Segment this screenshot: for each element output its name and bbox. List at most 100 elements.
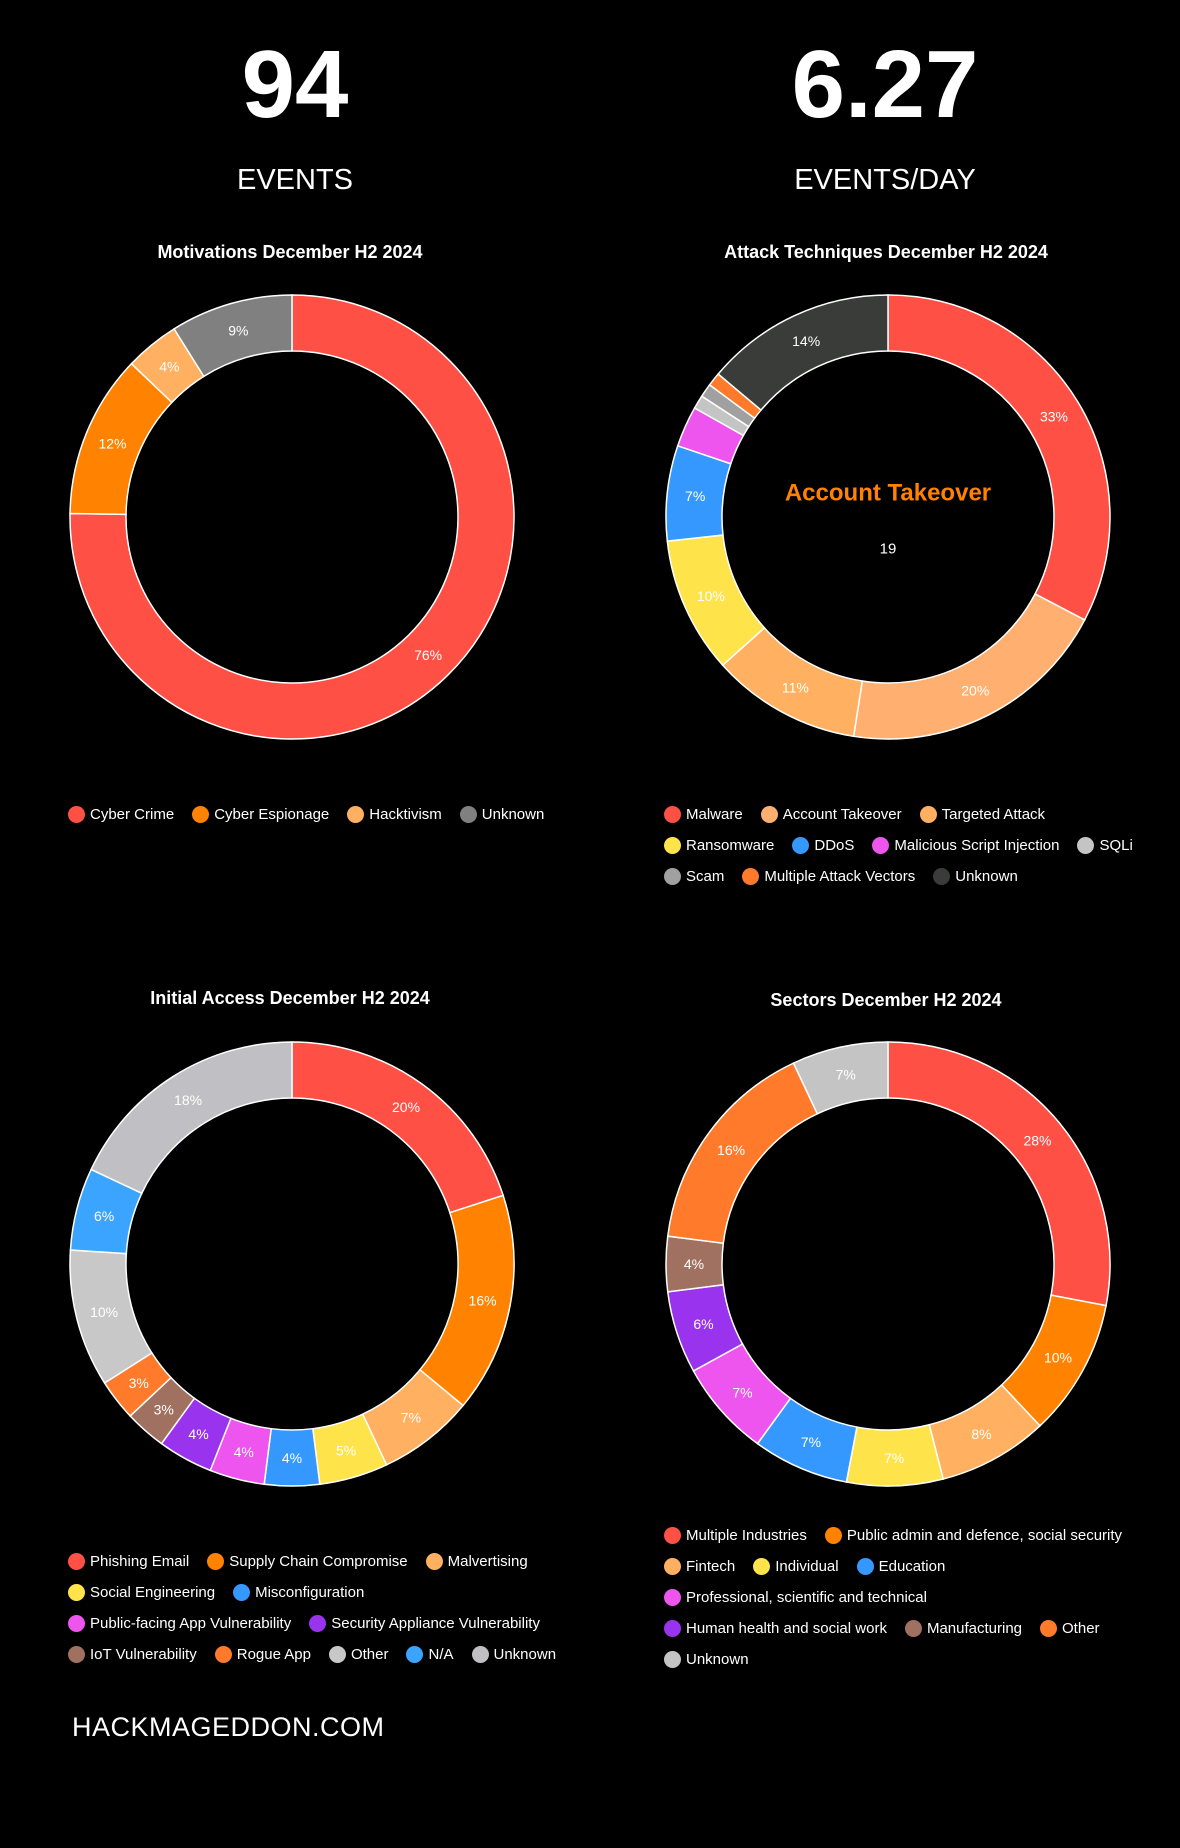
legend-item-multiple-industries[interactable]: Multiple Industries	[664, 1525, 807, 1546]
legend-item-cyber-crime[interactable]: Cyber Crime	[68, 804, 174, 825]
legend-label: Account Takeover	[782, 806, 902, 823]
slice-label-iot-vulnerability: 3%	[154, 1402, 174, 1418]
slice-label-social-engineering: 5%	[336, 1442, 356, 1458]
slice-label-manufacturing: 4%	[684, 1256, 704, 1272]
legend-item-targeted-attack[interactable]: Targeted Attack	[919, 804, 1045, 825]
legend-item-rogue-app[interactable]: Rogue App	[214, 1644, 311, 1665]
sectors-panel: Sectors December H2 2024 28% 10% 8% 7% 7% 7% 6…	[596, 988, 1180, 1848]
legend-label: Unknown	[481, 806, 545, 823]
legend-item-other[interactable]: Other	[328, 1644, 389, 1665]
events-stat: 94 EVENTS	[0, 30, 590, 197]
legend-label: SQLi	[1099, 837, 1133, 854]
legend-label: Education	[878, 1558, 946, 1575]
attack-techniques-donut-chart: 33% 20% 11% 10% 7% 14% Account Takeover 19	[665, 294, 1111, 740]
slice-malware[interactable]	[887, 294, 1111, 621]
legend-swatch	[824, 1527, 842, 1544]
legend-swatch	[68, 806, 85, 823]
legend-label: Malvertising	[447, 1553, 528, 1570]
legend-item-account-takeover[interactable]: Account Takeover	[760, 804, 902, 825]
legend-label: Misconfiguration	[255, 1584, 365, 1601]
legend-item-unknown[interactable]: Unknown	[459, 804, 545, 825]
slice-unknown[interactable]	[792, 1041, 889, 1115]
legend-label: Other	[350, 1646, 389, 1663]
legend-item-ddos[interactable]: DDoS	[792, 835, 854, 856]
legend-label: Ransomware	[686, 837, 775, 854]
legend-item-unknown[interactable]: Unknown	[664, 1649, 749, 1670]
slice-account-takeover[interactable]	[852, 592, 1086, 740]
legend-item-multiple-attack-vectors[interactable]: Multiple Attack Vectors	[742, 866, 915, 887]
legend-item-security-appliance-vulnerability[interactable]: Security Appliance Vulnerability	[309, 1613, 540, 1634]
legend-item-sqli[interactable]: SQLi	[1077, 835, 1133, 856]
slice-label-individual: 7%	[884, 1450, 904, 1466]
legend-label: N/A	[428, 1646, 454, 1663]
legend-item-individual[interactable]: Individual	[753, 1556, 839, 1577]
legend-item-unknown[interactable]: Unknown	[471, 1644, 556, 1665]
legend-swatch	[328, 1646, 346, 1663]
legend-swatch	[309, 1615, 327, 1632]
legend-swatch	[664, 1527, 681, 1544]
slice-label-account-takeover: 20%	[961, 682, 989, 698]
center-label: Account Takeover	[785, 480, 991, 507]
legend-swatch	[664, 1620, 681, 1637]
legend-item-cyber-espionage[interactable]: Cyber Espionage	[192, 804, 329, 825]
legend-swatch	[753, 1558, 771, 1575]
legend-item-unknown[interactable]: Unknown	[933, 866, 1018, 887]
legend-label: Hacktivism	[369, 806, 442, 823]
slice-unknown[interactable]	[717, 294, 889, 412]
initial-access-panel: Initial Access December H2 2024 20% 16% 7%…	[0, 988, 590, 1848]
legend-label: Unknown	[686, 1651, 749, 1668]
initial-access-donut-chart: 20% 16% 7% 5% 4% 4% 4% 3% 3% 10% 6% 18%	[69, 1041, 515, 1487]
legend-item-public-facing-app-vulnerability[interactable]: Public-facing App Vulnerability	[68, 1613, 291, 1634]
legend-item-malvertising[interactable]: Malvertising	[425, 1551, 528, 1572]
slice-phishing-email[interactable]	[291, 1041, 505, 1214]
legend-label: Malware	[686, 806, 743, 823]
legend-swatch	[664, 1589, 681, 1606]
center-value: 19	[880, 541, 897, 558]
legend-item-professional-scientific-and-technical[interactable]: Professional, scientific and technical	[664, 1587, 927, 1608]
legend-item-manufacturing[interactable]: Manufacturing	[904, 1618, 1023, 1639]
legend-item-phishing-email[interactable]: Phishing Email	[68, 1551, 189, 1572]
sectors-donut-chart: 28% 10% 8% 7% 7% 7% 6% 4% 16% 7%	[665, 1041, 1111, 1487]
watermark: HACKMAGEDDON.COM	[72, 1712, 385, 1742]
legend-item-malicious-script-injection[interactable]: Malicious Script Injection	[872, 835, 1059, 856]
legend-item-iot-vulnerability[interactable]: IoT Vulnerability	[68, 1644, 197, 1665]
slice-label-multiple-industries: 28%	[1023, 1132, 1051, 1148]
legend-swatch	[214, 1646, 232, 1663]
legend-swatch	[664, 837, 681, 854]
slice-supply-chain-compromise[interactable]	[418, 1194, 515, 1407]
legend-item-public-admin-and-defence-social-security[interactable]: Public admin and defence, social securit…	[824, 1525, 1122, 1546]
slice-unknown[interactable]	[173, 294, 293, 378]
legend-item-hacktivism[interactable]: Hacktivism	[347, 804, 442, 825]
slice-multiple-industries[interactable]	[887, 1041, 1111, 1307]
legend-label: Scam	[686, 868, 725, 885]
legend-swatch	[233, 1584, 251, 1601]
legend-item-human-health-and-social-work[interactable]: Human health and social work	[664, 1618, 887, 1639]
legend-swatch	[471, 1646, 489, 1663]
motivations-legend: Cyber Crime Cyber Espionage Hacktivism Unkn…	[68, 804, 568, 825]
slice-label-education: 7%	[801, 1434, 821, 1450]
legend-swatch	[68, 1646, 85, 1663]
legend-swatch	[347, 806, 365, 823]
legend-label: Manufacturing	[926, 1620, 1023, 1637]
legend-item-fintech[interactable]: Fintech	[664, 1556, 735, 1577]
legend-label: Multiple Industries	[686, 1527, 807, 1544]
legend-swatch	[919, 806, 937, 823]
legend-item-education[interactable]: Education	[856, 1556, 946, 1577]
legend-item-social-engineering[interactable]: Social Engineering	[68, 1582, 215, 1603]
legend-item-n-a[interactable]: N/A	[406, 1644, 454, 1665]
slice-unknown[interactable]	[90, 1041, 293, 1195]
legend-label: Individual	[775, 1558, 839, 1575]
legend-item-other[interactable]: Other	[1040, 1618, 1100, 1639]
slice-cyber-crime[interactable]	[69, 294, 515, 740]
legend-item-scam[interactable]: Scam	[664, 866, 724, 887]
slice-label-hacktivism: 4%	[159, 359, 179, 375]
legend-item-malware[interactable]: Malware	[664, 804, 743, 825]
legend-swatch	[68, 1615, 85, 1632]
legend-item-misconfiguration[interactable]: Misconfiguration	[233, 1582, 364, 1603]
attack-techniques-legend: Malware Account Takeover Targeted Attack Ra…	[664, 804, 1164, 887]
slice-label-ddos: 7%	[685, 488, 705, 504]
initial-access-legend: Phishing Email Supply Chain Compromise Mal…	[68, 1551, 568, 1665]
slice-label-misconfiguration: 4%	[282, 1450, 302, 1466]
legend-item-supply-chain-compromise[interactable]: Supply Chain Compromise	[207, 1551, 408, 1572]
legend-item-ransomware[interactable]: Ransomware	[664, 835, 774, 856]
